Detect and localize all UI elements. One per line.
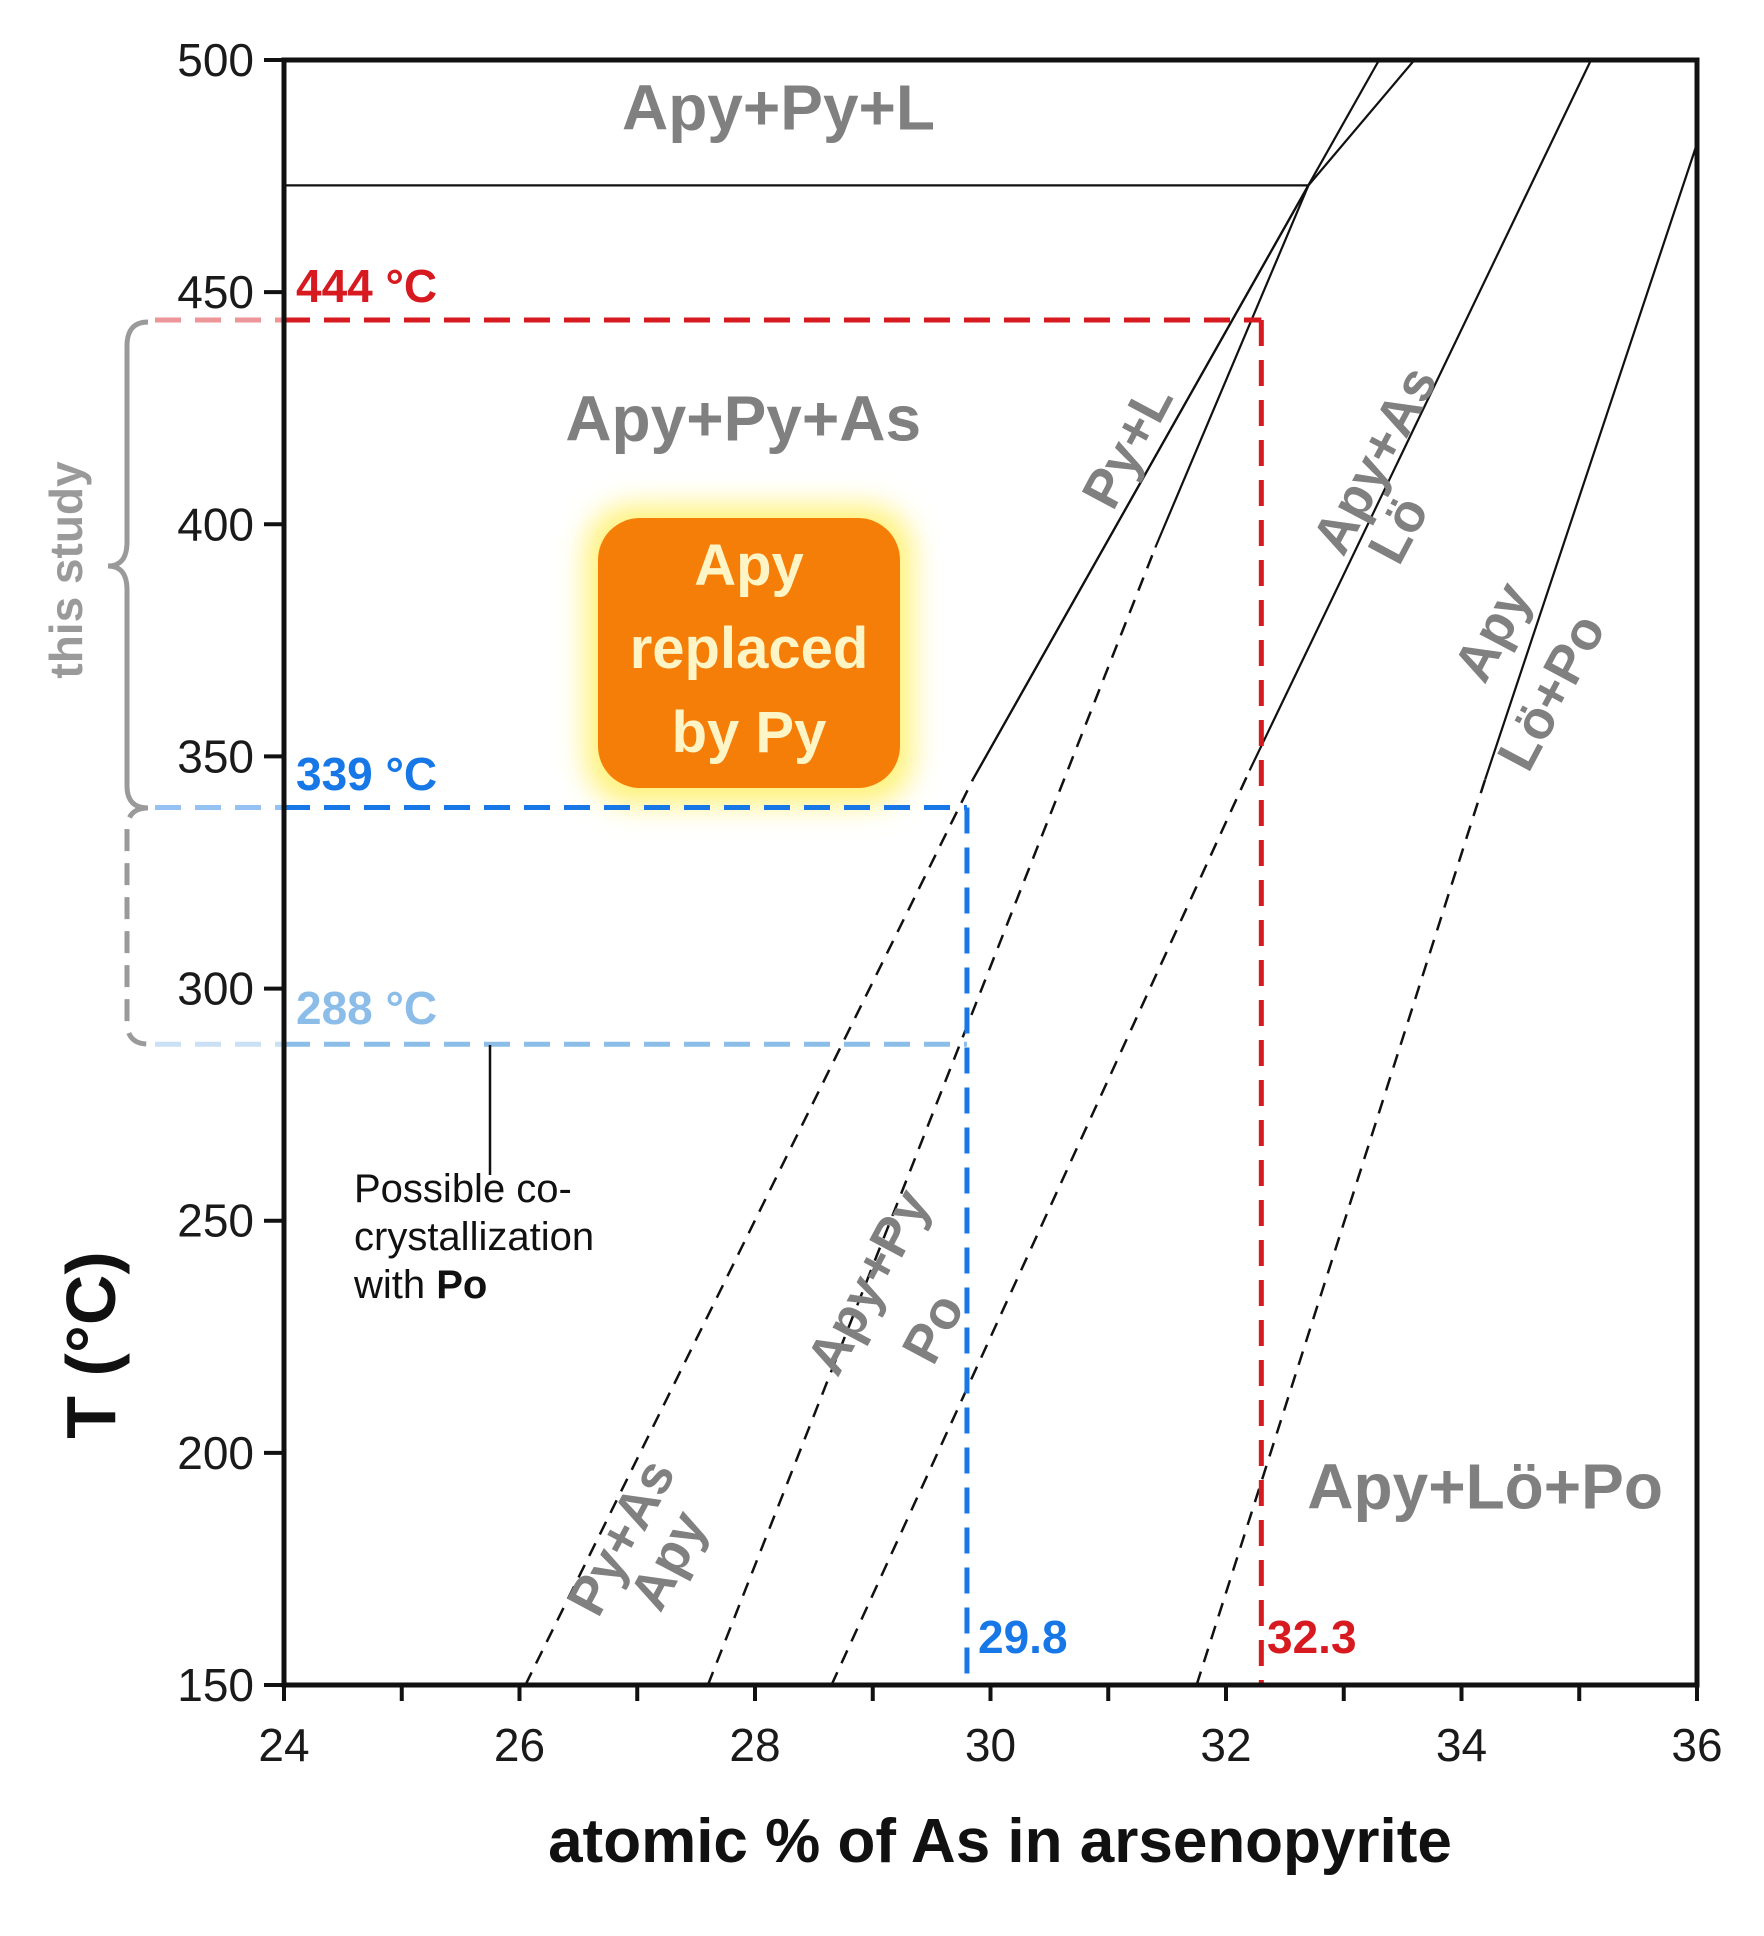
phase-boundary-line [971, 59, 1416, 781]
reference-lines [155, 317, 1264, 1685]
x-axis-title: atomic % of As in arsenopyrite [548, 1807, 1452, 1876]
temp-288-label: 288 °C [296, 982, 437, 1034]
bracket-upper [107, 319, 149, 811]
y-tick-label: 400 [177, 498, 254, 550]
x-tick-label: 26 [494, 1719, 545, 1771]
x-tick-label: 34 [1436, 1719, 1487, 1771]
bracket-lower [124, 805, 149, 1047]
y-tick-label: 350 [177, 730, 254, 782]
x-tick-label: 24 [258, 1719, 309, 1771]
phase-boundaries [284, 59, 1699, 1686]
y-tick-label: 150 [177, 1659, 254, 1711]
metastable-boundary-line [706, 547, 1157, 1686]
y-tick-label: 300 [177, 963, 254, 1015]
y-axis-title: T (°C) [52, 1251, 130, 1438]
apy-replaced-box: Apy replaced by Py [585, 505, 913, 805]
x-tick-label: 28 [729, 1719, 780, 1771]
y-tick-label: 200 [177, 1427, 254, 1479]
note-line-2: crystallization [354, 1215, 594, 1259]
metastable-boundary-line [1195, 779, 1487, 1686]
region-label: Apy+Lö+Po [1307, 1451, 1663, 1523]
plot-frame [281, 57, 1700, 1688]
phase-boundary-line [1248, 59, 1592, 771]
phase-boundary-line [1484, 143, 1699, 780]
comp-323-label: 32.3 [1267, 1611, 1357, 1663]
y-axis-ticks: 150 200 250 300 350 400 450 500 [177, 34, 284, 1711]
y-tick-label: 450 [177, 266, 254, 318]
region-label: Apy+Py+As [565, 383, 921, 455]
box-line-1: Apy [694, 533, 804, 598]
temp-444-label: 444 °C [296, 260, 437, 312]
region-label: Py+L [1071, 374, 1185, 517]
region-label: Apy+Py+L [622, 72, 935, 144]
comp-298-label: 29.8 [978, 1611, 1068, 1663]
note-po: Po [436, 1263, 487, 1307]
y-tick-label: 250 [177, 1195, 254, 1247]
metastable-boundary-line [524, 779, 974, 1686]
phase-boundary-line [1154, 184, 1310, 548]
x-axis-ticks: 24 26 28 30 32 34 36 [258, 1685, 1723, 1771]
x-tick-label: 36 [1671, 1719, 1722, 1771]
this-study-bracket: this study [40, 319, 149, 1047]
note-line-1: Possible co- [354, 1167, 572, 1211]
region-label: Po [891, 1284, 976, 1373]
note-line-3: with Po [353, 1263, 487, 1307]
box-line-2: replaced [630, 616, 869, 681]
y-tick-label: 500 [177, 34, 254, 86]
x-tick-label: 32 [1200, 1719, 1251, 1771]
x-tick-label: 30 [965, 1719, 1016, 1771]
box-fill [598, 518, 900, 788]
temp-339-label: 339 °C [296, 748, 437, 800]
this-study-label: this study [40, 461, 92, 679]
box-line-3: by Py [672, 700, 827, 765]
note-with: with [353, 1263, 436, 1307]
